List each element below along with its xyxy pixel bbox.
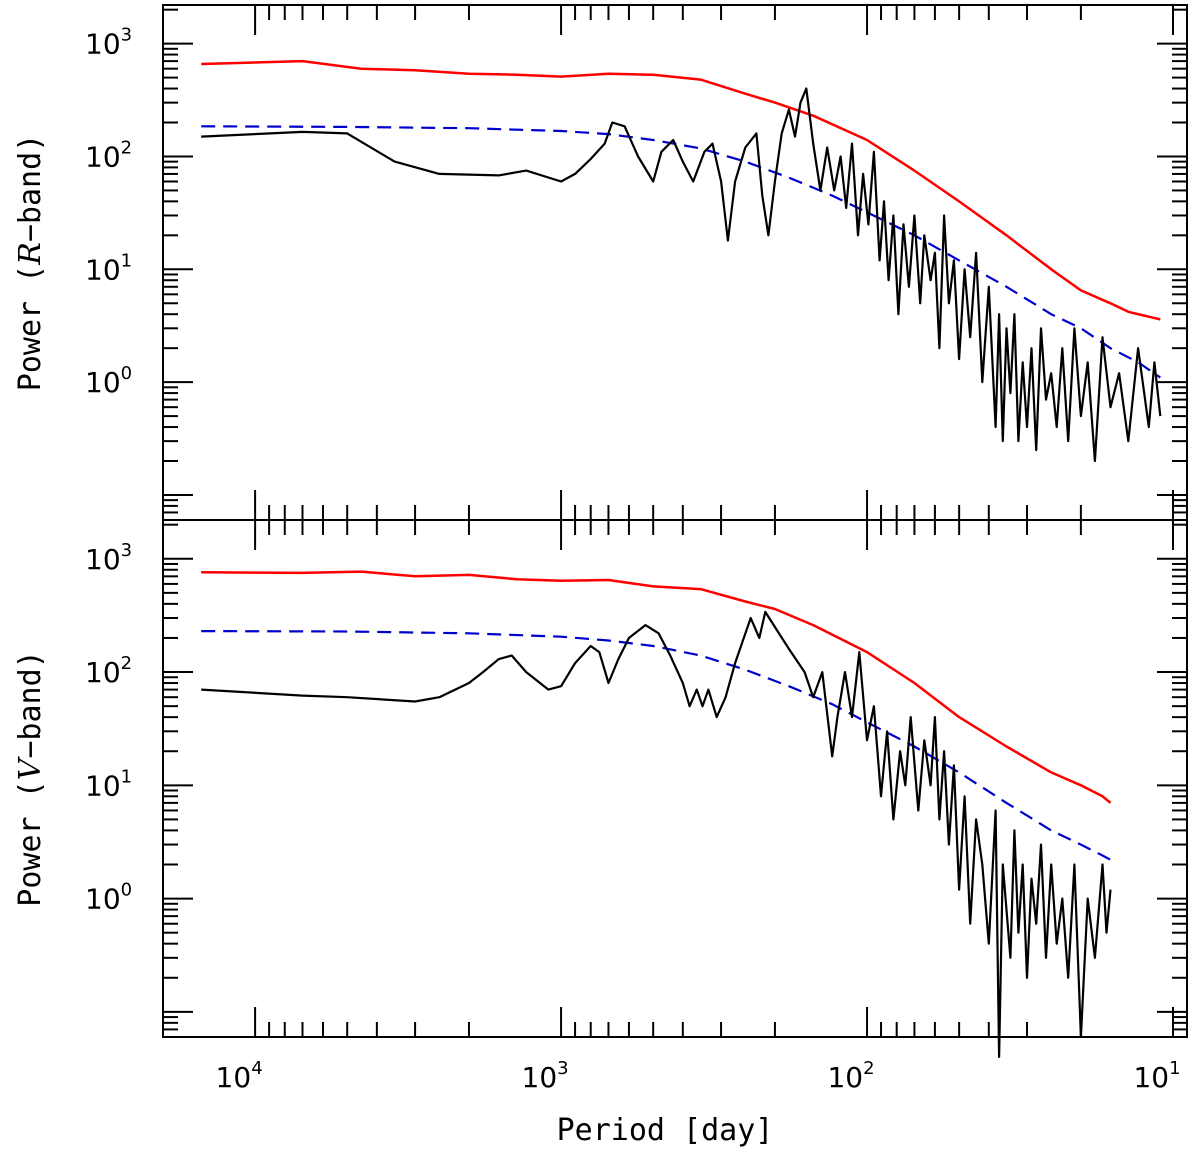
- observed-series-line: [201, 87, 1162, 463]
- plot-frame: [162, 519, 1188, 1038]
- x-tick-label: 103: [522, 1058, 569, 1094]
- plot-frame: [162, 4, 1188, 521]
- y-tick-label: 101: [85, 250, 132, 286]
- y-tick-label: 102: [85, 653, 132, 689]
- y-tick-label: 101: [85, 766, 132, 802]
- y-tick-label: 100: [85, 363, 132, 399]
- y-tick-label: 103: [85, 25, 132, 61]
- x-tick-label: 101: [1133, 1058, 1180, 1094]
- model-series-line: [201, 629, 1112, 861]
- threshold-series-line: [201, 570, 1112, 804]
- y-tick-label: 103: [85, 540, 132, 576]
- y-tick-label: 100: [85, 880, 132, 916]
- x-axis-title: Period [day]: [557, 1113, 774, 1148]
- y-tick-label: 102: [85, 137, 132, 173]
- y-axis-title: Power (R−band): [13, 134, 48, 391]
- model-series-line: [201, 125, 1161, 379]
- panel-v-band: 100 101 102 103 Power (V−band) 104 103 102 101 Pe…: [13, 519, 1188, 1148]
- observed-series-line: [201, 610, 1112, 1059]
- threshold-series-line: [201, 59, 1161, 321]
- panel-r-band: 100 101 102 103 Power (R−band): [13, 4, 1188, 521]
- y-axis-title: Power (V−band): [13, 650, 48, 906]
- x-tick-label: 104: [216, 1058, 263, 1094]
- x-tick-label: 102: [827, 1058, 874, 1094]
